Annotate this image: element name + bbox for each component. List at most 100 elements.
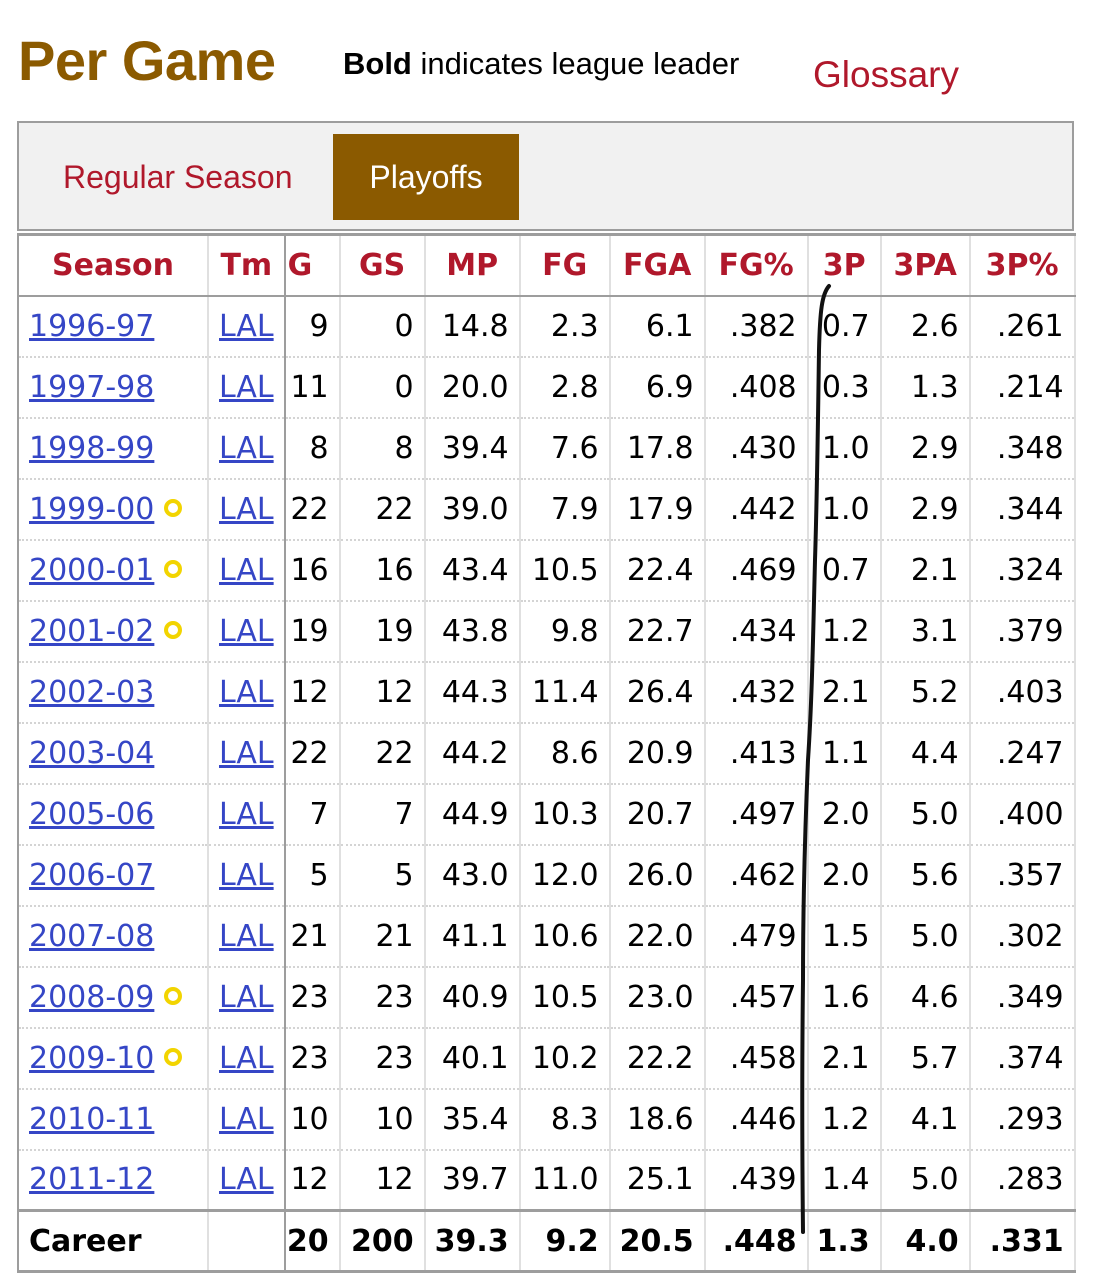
cell-fga: 6.9 bbox=[608, 356, 705, 419]
championship-ring-icon bbox=[164, 621, 183, 639]
cell-3p: 1.6 bbox=[806, 966, 881, 1029]
cell-gs: 0 bbox=[338, 356, 425, 419]
season-link[interactable]: 2000-01 bbox=[29, 552, 155, 588]
team-link[interactable]: LAL bbox=[219, 491, 274, 527]
season-link[interactable]: 2009-10 bbox=[29, 1040, 155, 1076]
cell-gs: 0 bbox=[338, 295, 425, 358]
cell-3p-pct: .261 bbox=[968, 295, 1076, 358]
cell-fga: 22.7 bbox=[608, 600, 705, 663]
cell-season: 1998-99 bbox=[17, 417, 208, 480]
team-link[interactable]: LAL bbox=[219, 918, 274, 954]
season-link[interactable]: 2006-07 bbox=[29, 857, 155, 893]
season-link[interactable]: 2005-06 bbox=[29, 796, 155, 832]
team-link[interactable]: LAL bbox=[219, 735, 274, 771]
col-header-mp[interactable]: MP bbox=[423, 233, 520, 297]
col-header-fga[interactable]: FGA bbox=[608, 233, 705, 297]
cell-3p-pct: .348 bbox=[968, 417, 1076, 480]
cell-fg-pct: .457 bbox=[703, 966, 808, 1029]
cell-g: 23 bbox=[283, 966, 340, 1029]
season-link[interactable]: 2003-04 bbox=[29, 735, 155, 771]
team-link[interactable]: LAL bbox=[219, 796, 274, 832]
table-body: 1996-97 LAL 9 0 14.8 2.3 6.1.382 0.7 2.6.261 1997… bbox=[17, 295, 1076, 1273]
cell-season: 2002-03 bbox=[17, 661, 208, 724]
glossary-link[interactable]: Glossary bbox=[813, 54, 959, 95]
cell-3p-pct: .403 bbox=[968, 661, 1076, 724]
cell-season: 1996-97 bbox=[17, 295, 208, 358]
season-link[interactable]: 2008-09 bbox=[29, 979, 155, 1015]
team-link[interactable]: LAL bbox=[219, 1040, 274, 1076]
league-leader-note: Bold indicates league leader bbox=[343, 46, 739, 82]
season-link[interactable]: 1997-98 bbox=[29, 369, 155, 405]
note-bold-word: Bold bbox=[343, 46, 412, 81]
cell-team: LAL bbox=[207, 539, 285, 602]
cell-season: 2006-07 bbox=[17, 844, 208, 907]
cell-season: 2011-12 bbox=[17, 1149, 208, 1212]
cell-fga: 22.2 bbox=[608, 1027, 705, 1090]
cell-3pa: 5.0 bbox=[879, 1149, 970, 1212]
cell-gs: 23 bbox=[338, 966, 425, 1029]
championship-ring-icon bbox=[164, 560, 183, 578]
cell-mp: 44.2 bbox=[423, 722, 520, 785]
cell-mp: 20.0 bbox=[423, 356, 520, 419]
cell-g: 22 bbox=[283, 478, 340, 541]
col-header-g[interactable]: G bbox=[283, 233, 340, 297]
col-header-3p[interactable]: 3P bbox=[806, 233, 881, 297]
cell-g: 12 bbox=[283, 1149, 340, 1212]
team-link[interactable]: LAL bbox=[219, 857, 274, 893]
cell-fga: 22.0 bbox=[608, 905, 705, 968]
cell-team: LAL bbox=[207, 417, 285, 480]
cell-3p: 1.5 bbox=[806, 905, 881, 968]
cell-g: 11 bbox=[283, 356, 340, 419]
cell-3pa: 3.1 bbox=[879, 600, 970, 663]
team-link[interactable]: LAL bbox=[219, 430, 274, 466]
cell-fg-pct: .497 bbox=[703, 783, 808, 846]
team-link[interactable]: LAL bbox=[219, 979, 274, 1015]
col-header-3pa[interactable]: 3PA bbox=[879, 233, 970, 297]
col-header-fg[interactable]: FG bbox=[518, 233, 610, 297]
cell-3p-pct: .344 bbox=[968, 478, 1076, 541]
season-link[interactable]: 1998-99 bbox=[29, 430, 155, 466]
season-link[interactable]: 2007-08 bbox=[29, 918, 155, 954]
team-link[interactable]: LAL bbox=[219, 1162, 274, 1198]
season-link[interactable]: 1999-00 bbox=[29, 491, 155, 527]
cell-fg: 7.9 bbox=[518, 478, 610, 541]
cell-fg: 12.0 bbox=[518, 844, 610, 907]
tab-playoffs[interactable]: Playoffs bbox=[333, 134, 519, 220]
cell-fg: 10.5 bbox=[518, 966, 610, 1029]
cell-3p: 2.1 bbox=[806, 1027, 881, 1090]
season-link[interactable]: 2001-02 bbox=[29, 613, 155, 649]
season-link[interactable]: 2010-11 bbox=[29, 1101, 155, 1137]
team-link[interactable]: LAL bbox=[219, 674, 274, 710]
col-header-season[interactable]: Season bbox=[17, 233, 208, 297]
season-link[interactable]: 2011-12 bbox=[29, 1162, 155, 1198]
cell-g: 23 bbox=[283, 1027, 340, 1090]
cell-season: 1997-98 bbox=[17, 356, 208, 419]
team-link[interactable]: LAL bbox=[219, 552, 274, 588]
cell-gs: 22 bbox=[338, 478, 425, 541]
cell-3pa: 1.3 bbox=[879, 356, 970, 419]
season-link[interactable]: 2002-03 bbox=[29, 674, 155, 710]
cell-fg-pct: .432 bbox=[703, 661, 808, 724]
career-cell-fg-pct: .448 bbox=[703, 1209, 808, 1273]
cell-fga: 20.7 bbox=[608, 783, 705, 846]
cell-gs: 21 bbox=[338, 905, 425, 968]
career-cell-mp: 39.3 bbox=[423, 1209, 520, 1273]
team-link[interactable]: LAL bbox=[219, 369, 274, 405]
col-header-gs[interactable]: GS bbox=[338, 233, 425, 297]
cell-fg-pct: .434 bbox=[703, 600, 808, 663]
cell-mp: 43.8 bbox=[423, 600, 520, 663]
cell-fg: 2.8 bbox=[518, 356, 610, 419]
team-link[interactable]: LAL bbox=[219, 613, 274, 649]
col-header-3p-pct[interactable]: 3P% bbox=[968, 233, 1076, 297]
cell-gs: 16 bbox=[338, 539, 425, 602]
tab-regular-season[interactable]: Regular Season bbox=[63, 159, 293, 195]
cell-fg: 10.3 bbox=[518, 783, 610, 846]
team-link[interactable]: LAL bbox=[219, 1101, 274, 1137]
table-row: 2010-11 LAL 10 10 35.4 8.3 18.6.446 1.2 4.1.293 bbox=[17, 1088, 1076, 1151]
cell-season: 2005-06 bbox=[17, 783, 208, 846]
team-link[interactable]: LAL bbox=[219, 308, 274, 344]
season-link[interactable]: 1996-97 bbox=[29, 308, 155, 344]
col-header-fg-pct[interactable]: FG% bbox=[703, 233, 808, 297]
col-header-tm[interactable]: Tm bbox=[207, 233, 285, 297]
cell-3p-pct: .302 bbox=[968, 905, 1076, 968]
